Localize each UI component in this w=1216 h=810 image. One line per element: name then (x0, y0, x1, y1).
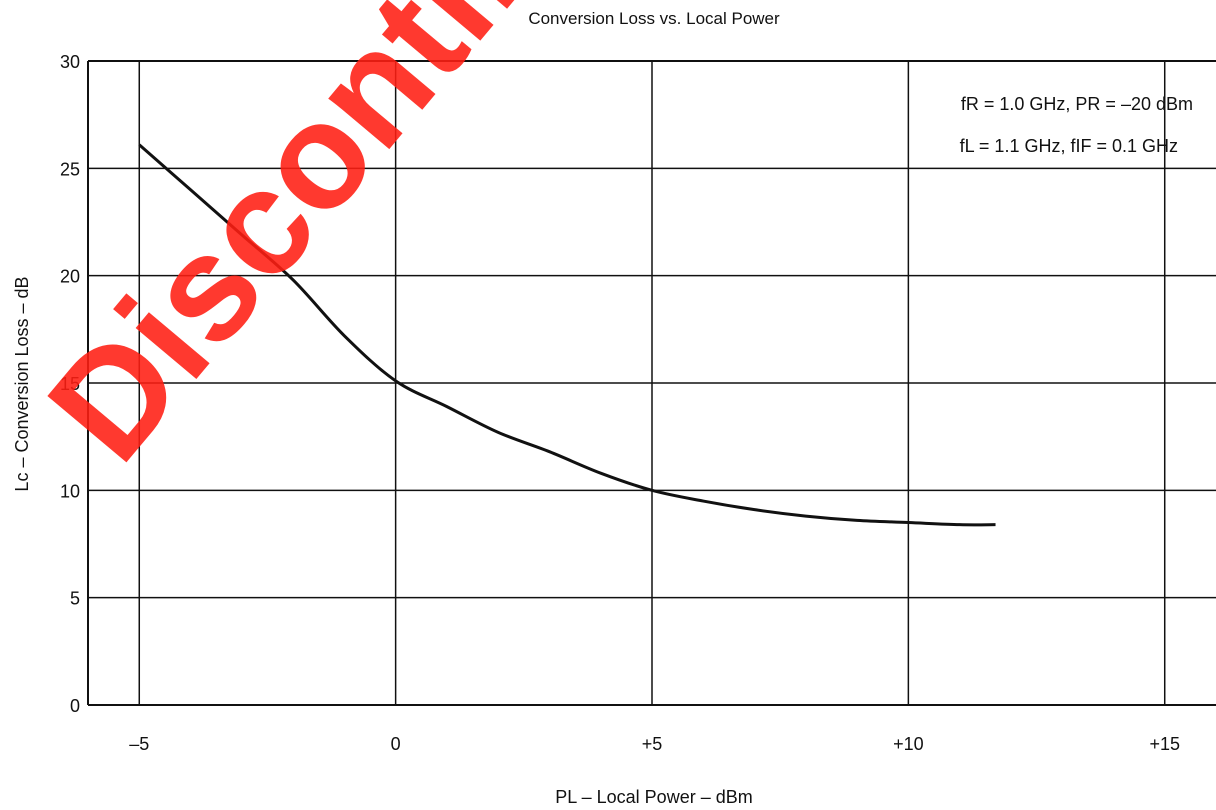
y-tick-label: 5 (70, 589, 80, 609)
x-tick-label: 0 (391, 734, 401, 754)
annotation-1: fR = 1.0 GHz, PR = –20 dBm (961, 94, 1193, 114)
x-tick-label: +10 (893, 734, 924, 754)
chart-title: Conversion Loss vs. Local Power (528, 9, 780, 28)
x-axis-label: PL – Local Power – dBm (555, 787, 752, 807)
annotation-2: fL = 1.1 GHz, fIF = 0.1 GHz (960, 136, 1178, 156)
y-axis-label: Lc – Conversion Loss – dB (12, 276, 32, 491)
y-tick-label: 10 (60, 481, 80, 501)
x-tick-label: +15 (1149, 734, 1180, 754)
series-line (138, 143, 996, 527)
y-tick-label: 20 (60, 267, 80, 287)
y-tick-label: 25 (60, 159, 80, 179)
tick-labels: 0 5 10 15 20 25 30 –5 0 +5 +10 +15 (60, 52, 1180, 754)
x-tick-label: –5 (129, 734, 149, 754)
y-tick-label: 30 (60, 52, 80, 72)
x-tick-label: +5 (642, 734, 663, 754)
y-tick-label: 0 (70, 696, 80, 716)
y-tick-label: 15 (60, 374, 80, 394)
watermark: Discontinued (16, 0, 755, 491)
